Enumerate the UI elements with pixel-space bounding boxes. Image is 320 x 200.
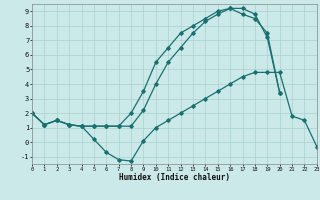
- X-axis label: Humidex (Indice chaleur): Humidex (Indice chaleur): [119, 173, 230, 182]
